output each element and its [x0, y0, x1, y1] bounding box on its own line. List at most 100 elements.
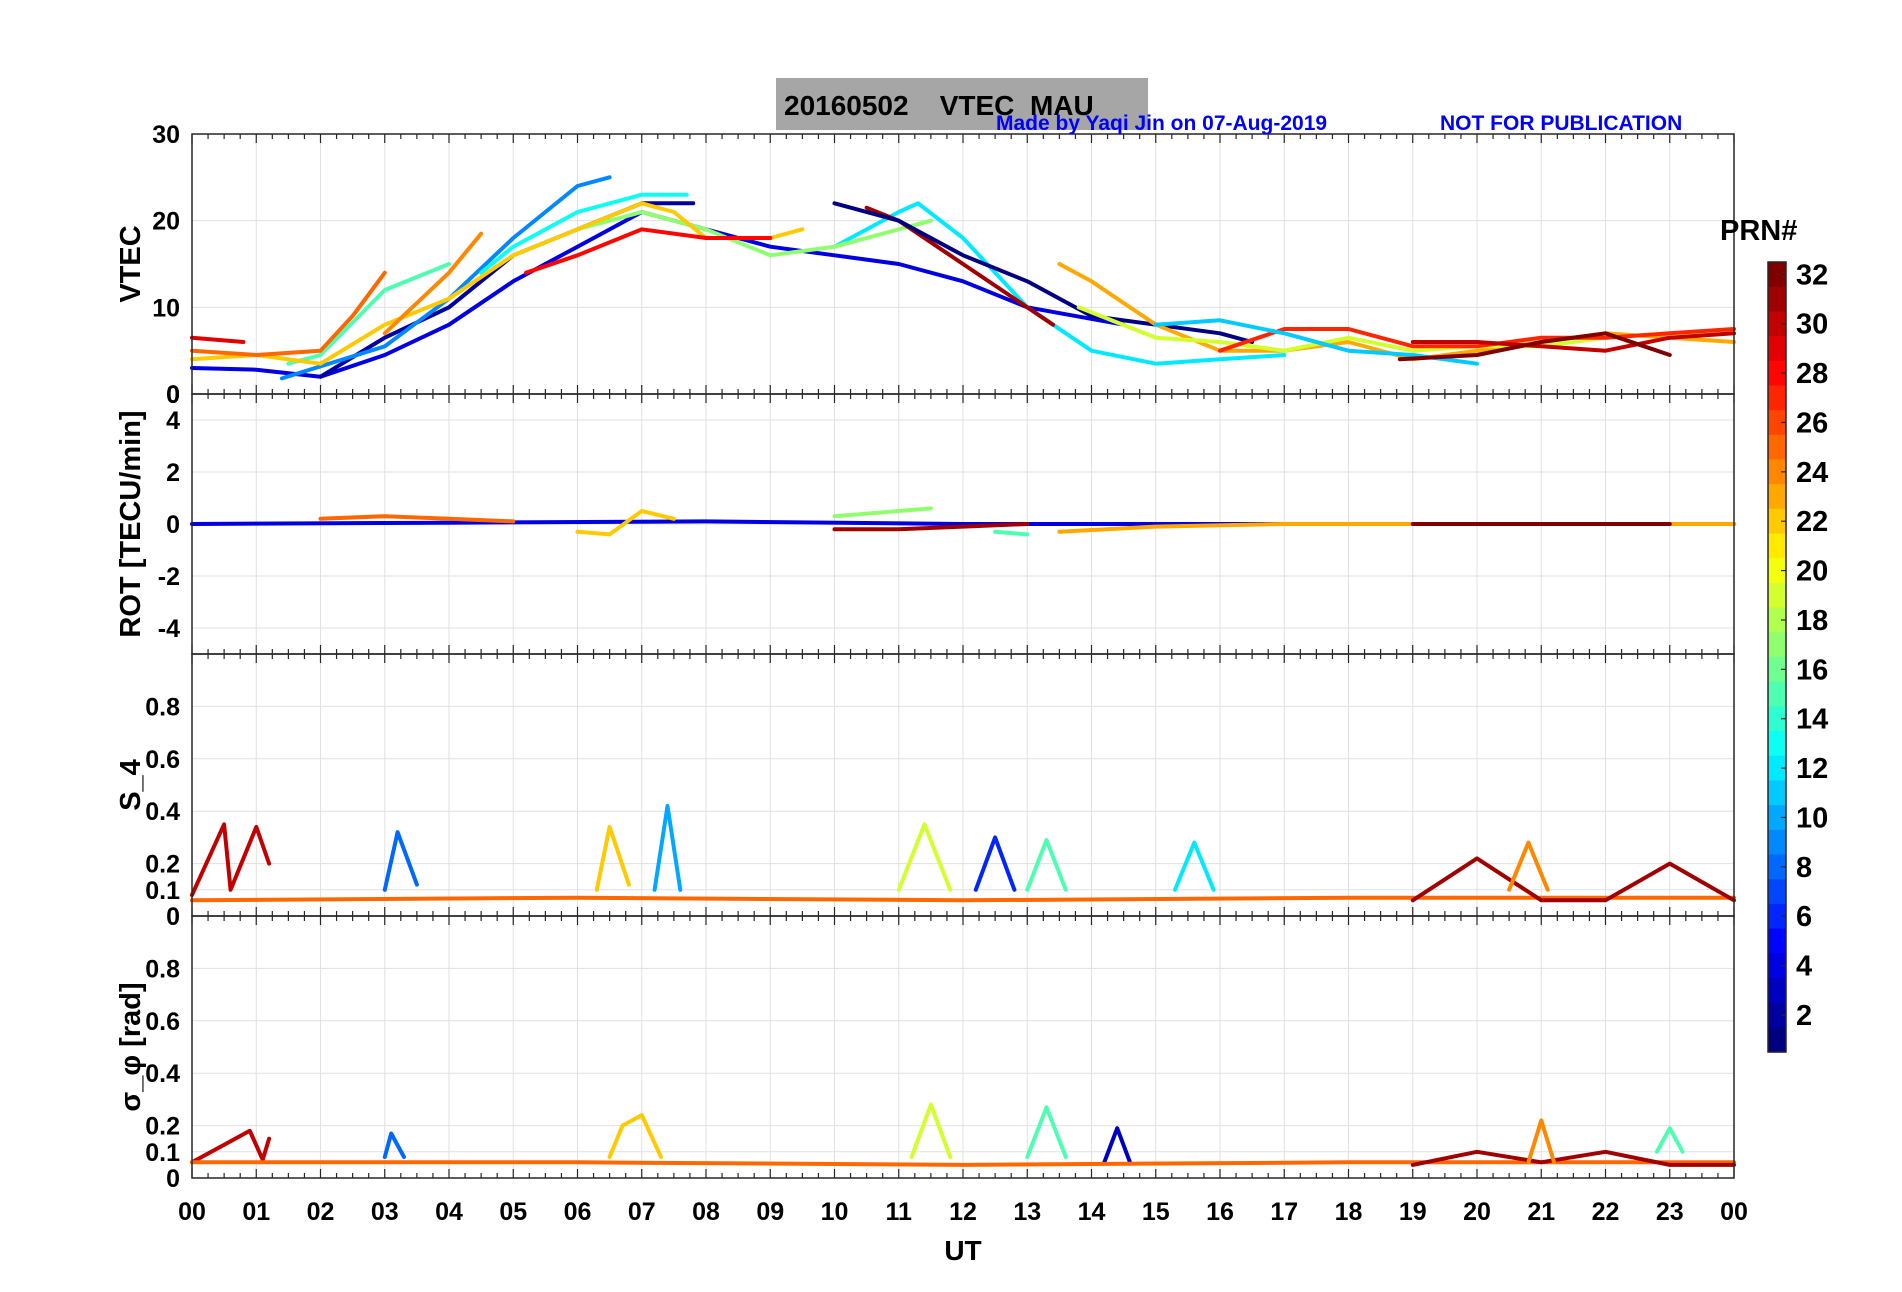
x-tick-label: 16 [1206, 1198, 1234, 1226]
y-tick-label: 0.1 [145, 1139, 180, 1167]
series-line-prn-6 [973, 835, 1017, 892]
colorbar-swatch [1768, 879, 1786, 905]
colorbar-swatch [1768, 755, 1786, 782]
series-line-prn-15 [1654, 1126, 1685, 1154]
y-axis-label: S_4 [115, 759, 147, 811]
colorbar-swatch [1768, 336, 1786, 362]
y-tick-label: 0 [166, 511, 180, 539]
series-line-prn-24 [382, 231, 484, 336]
colorbar-swatch [1768, 805, 1786, 831]
colorbar-swatch [1768, 632, 1786, 658]
colorbar-swatch [1768, 311, 1786, 337]
x-tick-label: 04 [435, 1198, 463, 1226]
x-tick-label: 19 [1399, 1198, 1427, 1226]
series-line-prn-17 [511, 210, 933, 258]
series-line-prn-15 [1025, 1105, 1068, 1159]
colorbar-swatch [1768, 681, 1786, 707]
colorbar-tick-label: 32 [1796, 259, 1828, 291]
colorbar-swatch [1768, 829, 1786, 856]
y-tick-label: 30 [152, 121, 180, 149]
colorbar-swatch [1768, 903, 1786, 930]
series-line-prn-22 [190, 201, 805, 366]
x-tick-label: 18 [1335, 1198, 1363, 1226]
series-line-prn-30 [1410, 331, 1736, 353]
series-line-prn-25 [318, 514, 516, 524]
colorbar-tick-label: 20 [1796, 556, 1828, 588]
colorbar-tick-label: 26 [1796, 407, 1828, 439]
series-line-prn-22 [575, 509, 676, 537]
title-box [776, 78, 1148, 130]
y-tick-label: 0.6 [145, 1008, 180, 1036]
colorbar-swatch [1768, 262, 1786, 288]
series-line-prn-8 [382, 1131, 406, 1159]
colorbar-swatch [1768, 385, 1786, 411]
x-tick-label: 06 [564, 1198, 592, 1226]
colorbar-tick-label: 28 [1796, 358, 1828, 390]
y-axis-label: VTEC [115, 225, 147, 302]
colorbar-swatch [1768, 360, 1786, 387]
colorbar-swatch [1768, 953, 1786, 979]
series-line-prn-27 [1218, 327, 1736, 353]
series-line-prn-31 [1410, 1149, 1736, 1167]
notice-text: NOT FOR PUBLICATION [1440, 112, 1683, 135]
colorbar-tick-label: 14 [1796, 704, 1828, 736]
y-tick-label: 0.8 [145, 693, 180, 721]
y-tick-label: 0.8 [145, 955, 180, 983]
series-line-prn-15 [286, 262, 451, 366]
x-tick-label: 07 [628, 1198, 656, 1226]
colorbar-swatch [1768, 1002, 1786, 1028]
x-tick-label: 13 [1013, 1198, 1041, 1226]
x-tick-label: 17 [1270, 1198, 1298, 1226]
x-tick-label: 02 [307, 1198, 335, 1226]
y-tick-label: -4 [158, 615, 180, 643]
colorbar-tick-label: 12 [1796, 753, 1828, 785]
x-tick-label: 10 [821, 1198, 849, 1226]
colorbar-swatch [1768, 731, 1786, 757]
series-layer [190, 175, 1736, 1167]
series-line-prn-31 [1410, 856, 1736, 903]
title-date: 20160502 [784, 90, 909, 121]
series-line-prn-25 [190, 1160, 1736, 1167]
colorbar-swatch [1768, 657, 1786, 683]
x-tick-label: 09 [756, 1198, 784, 1226]
x-tick-label: 14 [1078, 1198, 1106, 1226]
series-line-prn-8 [382, 830, 419, 892]
x-tick-label: 11 [886, 1198, 913, 1226]
y-tick-label: -2 [158, 563, 180, 591]
series-line-prn-29 [190, 335, 246, 344]
colorbar-tick-label: 6 [1796, 901, 1812, 933]
colorbar-label: PRN# [1720, 215, 1797, 247]
y-tick-label: 20 [152, 208, 180, 236]
colorbar-swatch [1768, 780, 1786, 806]
colorbar-swatch [1768, 607, 1786, 633]
series-line-prn-25 [190, 895, 1736, 903]
x-axis-label: UT [944, 1235, 981, 1266]
colorbar-swatch [1768, 508, 1786, 535]
x-tick-label: 23 [1656, 1198, 1684, 1226]
colorbar-swatch [1768, 434, 1786, 461]
colorbar-tick-label: 2 [1796, 1000, 1812, 1032]
colorbar-swatch [1768, 582, 1786, 609]
colorbar-swatch [1768, 410, 1786, 436]
page-title: 20160502 VTEC MAU [784, 90, 1094, 122]
series-line-prn-24 [1507, 840, 1550, 892]
y-tick-label: 0.1 [145, 877, 180, 905]
series-line-prn-32 [1397, 331, 1672, 362]
series-line-prn-10 [652, 804, 683, 892]
colorbar-swatch [1768, 484, 1786, 510]
colorbar-tick-label: 8 [1796, 852, 1812, 884]
y-axis-label: ROT [TECU/min] [115, 410, 147, 637]
series-line-prn-15 [1025, 838, 1068, 892]
panel-frame [191, 915, 1735, 1179]
x-tick-label: 12 [949, 1198, 977, 1226]
y-axis-label: σ_φ [rad] [115, 982, 147, 1111]
x-tick-label: 22 [1592, 1198, 1620, 1226]
series-line-prn-12 [1173, 840, 1216, 892]
credit-text: Made by Yaqi Jin on 07-Aug-2019 [996, 112, 1328, 135]
series-line-prn-23 [1057, 262, 1736, 362]
y-tick-label: 0 [166, 903, 180, 931]
series-line-prn-13 [479, 192, 689, 275]
series-line-prn-22 [607, 1113, 663, 1159]
